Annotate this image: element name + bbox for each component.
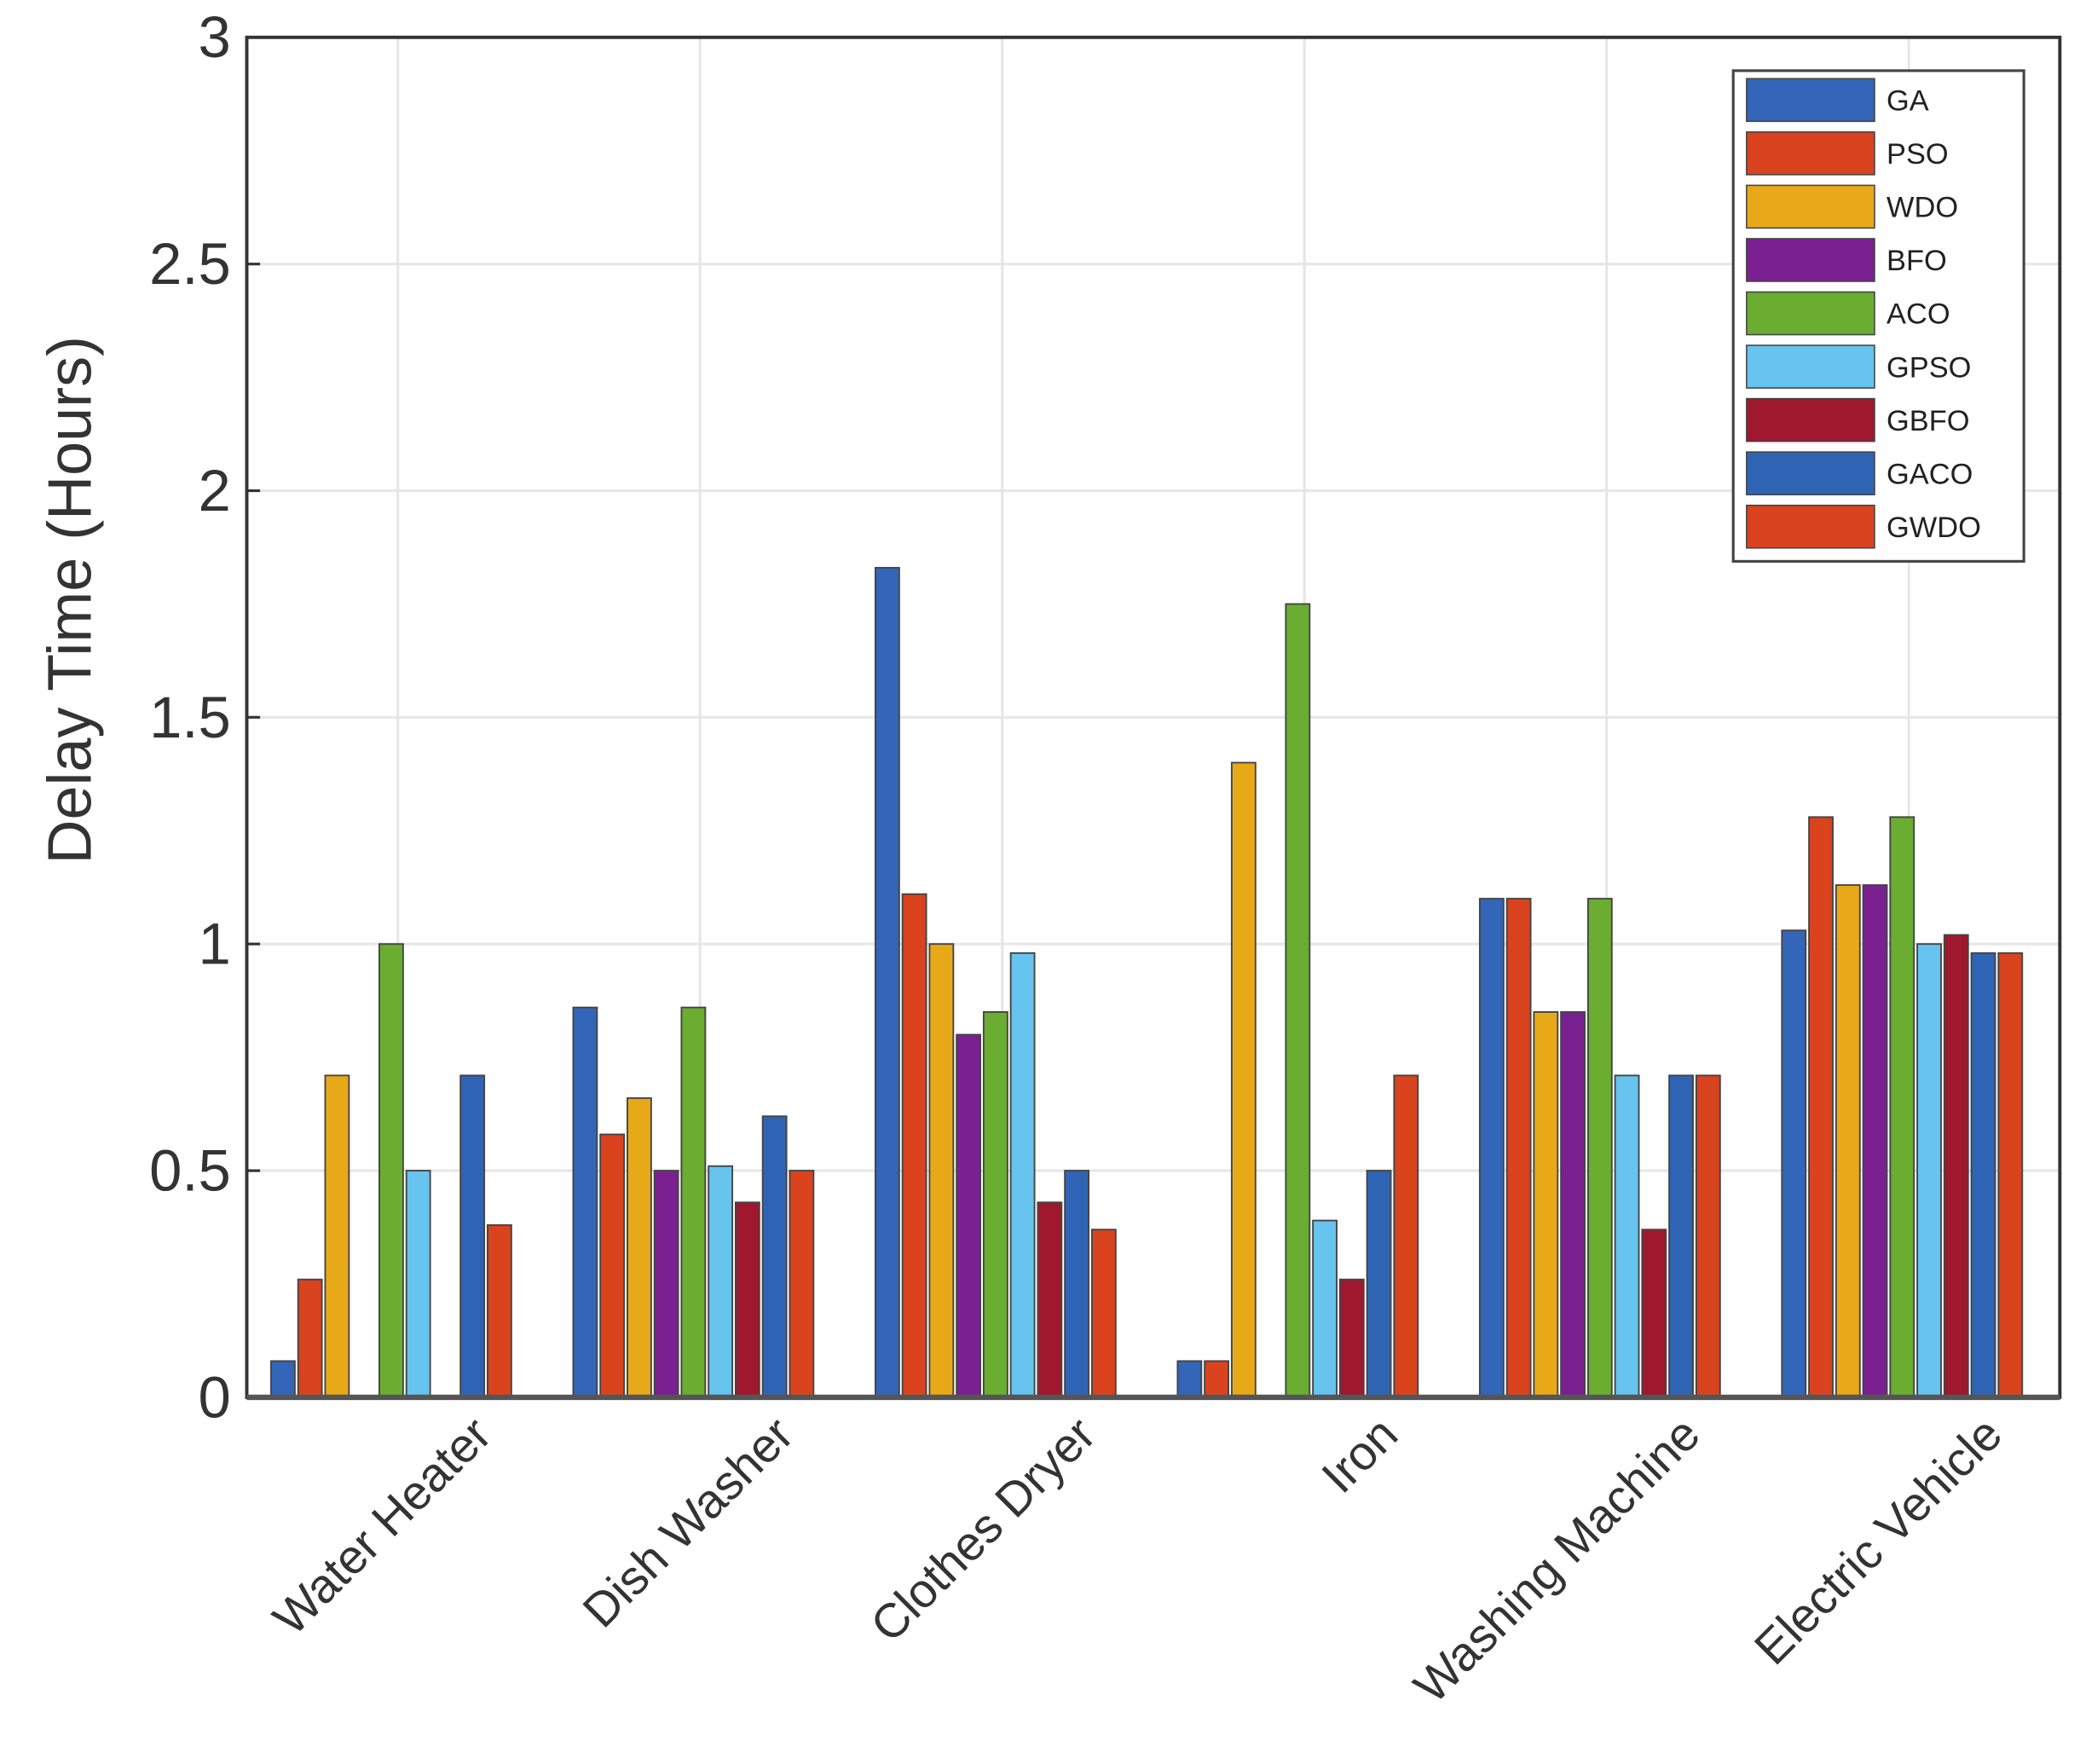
y-tick-label: 0: [198, 1364, 230, 1430]
bar: [680, 1006, 707, 1398]
legend-swatch: [1746, 504, 1875, 549]
bar: [599, 1133, 626, 1398]
bar: [1285, 603, 1311, 1398]
bar: [1064, 1170, 1090, 1398]
bar: [1808, 816, 1834, 1398]
y-tick-label: 0.5: [149, 1138, 231, 1204]
bar: [928, 943, 955, 1398]
bar: [1505, 898, 1532, 1398]
bar: [874, 566, 900, 1398]
bar: [270, 1360, 296, 1398]
y-tick-label: 2: [198, 458, 230, 523]
bar: [1037, 1201, 1063, 1398]
bar: [1560, 1011, 1586, 1398]
bar: [1862, 884, 1888, 1398]
bar: [1668, 1074, 1694, 1398]
bar: [761, 1115, 788, 1398]
bar: [1916, 943, 1942, 1398]
bar: [1393, 1074, 1419, 1398]
bar: [901, 893, 927, 1398]
legend-label: GBFO: [1886, 405, 1969, 437]
bar: [1614, 1074, 1640, 1398]
bar: [1204, 1360, 1230, 1398]
y-tick-label: 3: [198, 4, 230, 70]
bar: [572, 1006, 598, 1398]
y-axis-label: Delay Time (Hours): [37, 336, 105, 864]
x-tick-label: Dish Washer: [572, 1407, 803, 1638]
bar: [378, 943, 404, 1398]
bar: [982, 1011, 1008, 1398]
bar: [1176, 1360, 1203, 1398]
bar: [1009, 951, 1036, 1398]
y-tick-label: 1: [198, 911, 230, 977]
bar: [708, 1165, 734, 1398]
legend-label: GWDO: [1886, 512, 1981, 544]
bar: [1533, 1011, 1559, 1398]
legend-label: ACO: [1886, 298, 1950, 331]
bar: [405, 1170, 431, 1398]
x-tick-label: Water Heater: [263, 1407, 501, 1645]
legend-swatch: [1746, 451, 1875, 495]
bar: [1889, 816, 1915, 1398]
legend-label: WDO: [1886, 192, 1958, 224]
bar: [1338, 1278, 1365, 1398]
bar: [1943, 934, 1969, 1398]
bar: [1834, 884, 1861, 1398]
bar: [1090, 1229, 1117, 1398]
bar: [1997, 951, 2024, 1398]
legend-swatch: [1746, 397, 1875, 442]
legend-swatch: [1746, 238, 1875, 282]
bar: [956, 1033, 982, 1398]
bar: [1695, 1074, 1721, 1398]
bar: [459, 1074, 486, 1398]
legend-label: BFO: [1886, 245, 1947, 277]
bar: [1478, 898, 1505, 1398]
bar: [653, 1170, 679, 1398]
bar: [626, 1097, 652, 1398]
y-tick-label: 1.5: [149, 685, 231, 750]
bar: [1970, 951, 1996, 1398]
bar: [789, 1170, 815, 1398]
legend-swatch: [1746, 344, 1875, 389]
bar: [1230, 761, 1257, 1398]
bar: [1586, 898, 1613, 1398]
x-tick-label: Electric Vehicle: [1744, 1407, 2012, 1674]
bar: [1641, 1229, 1667, 1398]
bar: [1366, 1170, 1392, 1398]
legend-label: GPSO: [1886, 351, 1971, 384]
x-tick-label: Clothes Dryer: [860, 1407, 1106, 1652]
bar: [1781, 929, 1807, 1398]
x-tick-label: Washing Machine: [1403, 1407, 1709, 1713]
bar: [297, 1278, 323, 1398]
legend-label: GA: [1886, 85, 1929, 118]
bar: [486, 1223, 512, 1398]
bar: [734, 1201, 760, 1398]
legend-swatch: [1746, 184, 1875, 229]
legend-swatch: [1746, 131, 1875, 176]
bar: [324, 1074, 350, 1398]
x-tick-label: Iron: [1311, 1407, 1407, 1503]
legend-swatch: [1746, 291, 1875, 336]
legend-label: PSO: [1886, 138, 1949, 171]
legend-label: GACO: [1886, 458, 1973, 490]
bar: [1312, 1219, 1338, 1398]
y-tick-label: 2.5: [149, 231, 231, 297]
legend-swatch: [1746, 78, 1875, 123]
